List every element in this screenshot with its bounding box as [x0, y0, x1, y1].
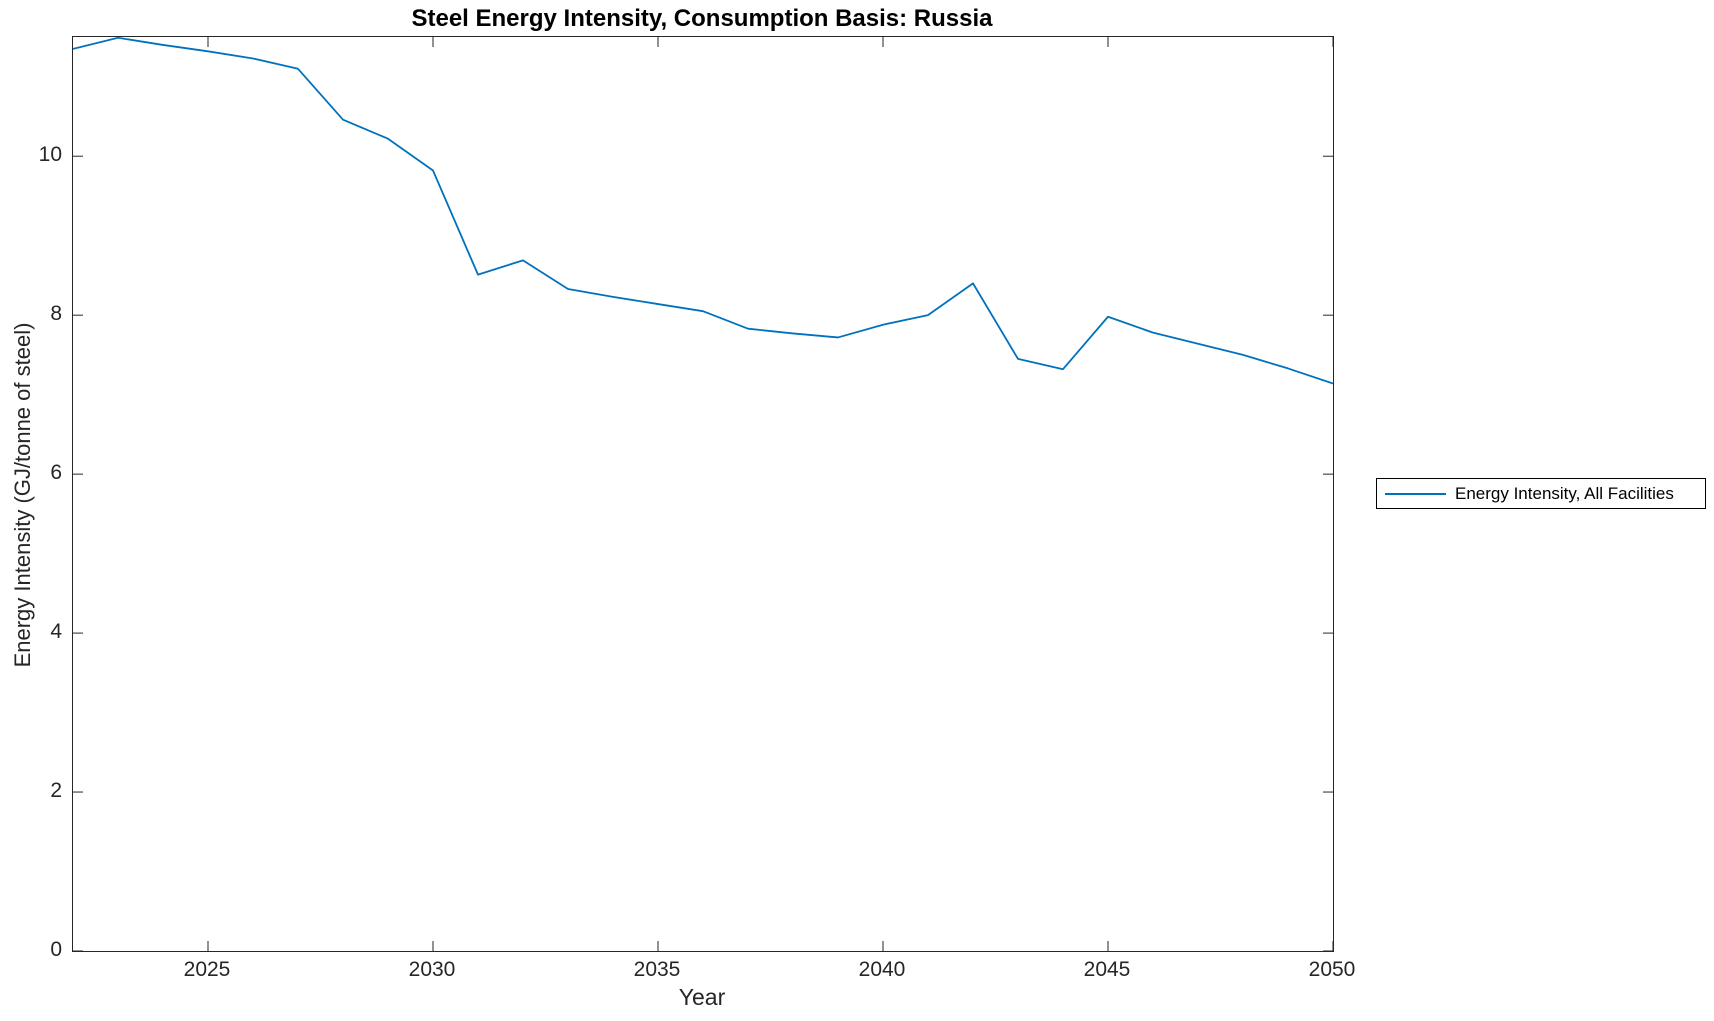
y-tick-label: 8 — [50, 302, 62, 326]
y-tick-label: 10 — [38, 143, 62, 167]
energy-intensity-line — [73, 37, 1333, 385]
y-tick-label: 6 — [50, 461, 62, 485]
x-tick-label: 2045 — [1083, 958, 1131, 981]
chart-title: Steel Energy Intensity, Consumption Basi… — [411, 5, 993, 32]
plot-area — [72, 36, 1334, 952]
y-tick-label: 4 — [50, 620, 62, 644]
x-tick-label: 2030 — [408, 958, 456, 981]
axis-tick-marks — [73, 37, 1333, 951]
legend-line-sample — [1385, 492, 1446, 495]
y-tick-label: 0 — [50, 938, 62, 961]
legend-label: Energy Intensity, All Facilities — [1455, 483, 1674, 503]
x-tick-label: 2025 — [183, 958, 231, 981]
x-axis-label: Year — [678, 984, 726, 1010]
legend: Energy Intensity, All Facilities — [1376, 478, 1706, 509]
x-tick-label: 2035 — [633, 958, 681, 981]
x-tick-label: 2040 — [858, 958, 906, 981]
y-tick-label: 2 — [50, 779, 62, 803]
line-chart-svg — [73, 37, 1333, 951]
x-tick-label: 2050 — [1308, 958, 1356, 981]
y-axis-label: Energy Intensity (GJ/tonne of steel) — [10, 322, 35, 668]
